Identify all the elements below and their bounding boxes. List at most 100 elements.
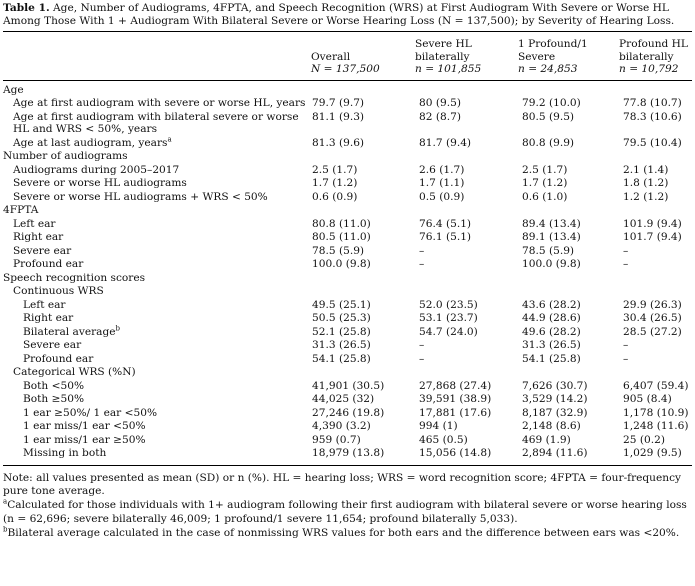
- row-label-text: Right ear: [23, 312, 74, 324]
- table-cell: 82 (8.7): [419, 110, 461, 123]
- table-cell: 8,187 (32.9): [522, 406, 588, 419]
- table-cell: 44.9 (28.6): [522, 312, 581, 324]
- table-cell: –: [419, 244, 425, 257]
- table-row: Speech recognition scores: [3, 271, 692, 285]
- row-label-text: Speech recognition scores: [3, 271, 146, 284]
- table-cell: 1,029 (9.5): [623, 447, 682, 459]
- table-cell: 3,529 (14.2): [522, 393, 588, 405]
- table-row: Age at first audiogram with bilateral se…: [3, 110, 692, 136]
- footnote-mark: b: [115, 323, 121, 332]
- row-label-text: Right ear: [13, 231, 64, 243]
- col-header-label: Severe HL: [415, 38, 472, 50]
- table-cell: 15,056 (14.8): [419, 447, 492, 459]
- row-label: Both <50%: [3, 379, 311, 393]
- table-cell: 81.1 (9.3): [312, 110, 365, 123]
- row-label-text: Age at last audiogram, years: [13, 136, 168, 149]
- table-cell: 1,248 (11.6): [623, 420, 689, 432]
- table-cell: [619, 366, 692, 380]
- table-cell: 2,894 (11.6): [522, 447, 588, 459]
- table-cell: 76.1 (5.1): [419, 231, 472, 243]
- table-cell: 41,901 (30.5): [312, 379, 385, 392]
- table-cell: 2.5 (1.7): [522, 163, 568, 176]
- footnote-mark: a: [3, 497, 8, 506]
- col-header-label-2: bilaterally: [619, 50, 674, 63]
- table-cell: –: [419, 339, 425, 351]
- row-label: Right ear: [3, 231, 311, 245]
- row-label: Profound ear: [3, 352, 311, 366]
- table-row: 1 ear miss/1 ear ≥50% 959 (0.7) 465 (0.5) 4…: [3, 433, 692, 447]
- row-label: Age: [3, 80, 311, 97]
- table-row: Right ear 50.5 (25.3) 53.1 (23.7) 44.9 (28.…: [3, 312, 692, 326]
- table-cell: 80.8 (9.9): [522, 136, 575, 149]
- table-cell: 959 (0.7): [312, 433, 361, 446]
- row-label: Missing in both: [3, 447, 311, 466]
- footnote-text: Bilateral average calculated in the case…: [7, 526, 680, 539]
- col-header-n: n = 24,853: [518, 63, 578, 75]
- table-cell: 0.6 (0.9): [312, 190, 358, 203]
- table-cell: 2.1 (1.4): [623, 163, 669, 176]
- table-row: Left ear 49.5 (25.1) 52.0 (23.5) 43.6 (28.2…: [3, 298, 692, 312]
- table-cell: 80.5 (11.0): [312, 231, 371, 243]
- table-row: Severe or worse HL audiograms + WRS < 50…: [3, 190, 692, 204]
- row-label-text: Both ≥50%: [23, 393, 85, 405]
- row-label-text: Continuous WRS: [13, 285, 104, 297]
- table-cell: [311, 80, 415, 97]
- row-label-text: Severe or worse HL audiograms + WRS < 50…: [13, 190, 268, 203]
- row-label: Severe or worse HL audiograms + WRS < 50…: [3, 190, 311, 204]
- table-row: 1 ear miss/1 ear <50% 4,390 (3.2) 994 (1) 2…: [3, 420, 692, 434]
- table-cell: 2.6 (1.7): [419, 163, 465, 176]
- table-cell: 52.1 (25.8): [312, 325, 371, 338]
- col-header-label: Profound HL: [619, 38, 688, 50]
- table-cell: [415, 366, 518, 380]
- table-cell: 80.5 (9.5): [522, 110, 575, 123]
- table-cell: 89.1 (13.4): [522, 231, 581, 243]
- table-cell: 89.4 (13.4): [522, 217, 581, 230]
- table-cell: 78.3 (10.6): [623, 110, 682, 123]
- row-label-text: Severe ear: [23, 339, 82, 351]
- row-label-text: Left ear: [13, 217, 56, 230]
- table-cell: 0.5 (0.9): [419, 190, 465, 203]
- table-cell: 25 (0.2): [623, 433, 665, 446]
- row-label: 1 ear ≥50%/ 1 ear <50%: [3, 406, 311, 420]
- col-header-overall: Overall N = 137,500: [311, 31, 415, 81]
- row-label-text: Bilateral average: [23, 325, 116, 338]
- table-cell: 0.6 (1.0): [522, 190, 568, 203]
- row-label-text: Age at first audiogram with bilateral se…: [13, 110, 299, 136]
- table-cell: 1.7 (1.2): [522, 177, 568, 189]
- table-cell: 79.2 (10.0): [522, 97, 581, 109]
- table-row: Age at first audiogram with severe or wo…: [3, 97, 692, 111]
- row-label-text: Audiograms during 2005–2017: [13, 163, 180, 176]
- row-label: Left ear: [3, 217, 311, 231]
- table-cell: 30.4 (26.5): [623, 312, 682, 324]
- col-header-n: n = 101,855: [415, 63, 482, 75]
- table-cell: [619, 271, 692, 285]
- row-label-text: Missing in both: [23, 447, 107, 459]
- table-cell: 2,148 (8.6): [522, 420, 581, 432]
- header-row: Overall N = 137,500 Severe HL bilaterall…: [3, 31, 692, 81]
- table-cell: 31.3 (26.5): [312, 339, 371, 351]
- table-cell: [518, 285, 619, 299]
- row-label: Severe or worse HL audiograms: [3, 177, 311, 191]
- table-row: Age: [3, 80, 692, 97]
- table-row: Both ≥50% 44,025 (32) 39,591 (38.9) 3,529 (…: [3, 393, 692, 407]
- table-cell: 78.5 (5.9): [522, 244, 575, 257]
- col-header-label-2: Severe: [518, 50, 556, 63]
- table-cell: 78.5 (5.9): [312, 244, 365, 257]
- table-row: Severe ear 78.5 (5.9) – 78.5 (5.9) –: [3, 244, 692, 258]
- row-label: Age at first audiogram with bilateral se…: [3, 110, 311, 136]
- note-a: aCalculated for those individuals with 1…: [3, 497, 692, 527]
- table-cell: [619, 204, 692, 218]
- table-cell: [518, 204, 619, 218]
- table-cell: [311, 271, 415, 285]
- row-label-text: Both <50%: [23, 379, 85, 392]
- row-label-text: 1 ear miss/1 ear <50%: [23, 420, 146, 432]
- table-cell: 1,178 (10.9): [623, 406, 689, 419]
- table-cell: 18,979 (13.8): [312, 447, 385, 459]
- table-cell: [518, 80, 619, 97]
- table-title: Age, Number of Audiograms, 4FPTA, and Sp…: [3, 2, 675, 27]
- table-cell: 31.3 (26.5): [522, 339, 581, 351]
- table-cell: [311, 285, 415, 299]
- footnote-mark: b: [3, 525, 8, 534]
- table-cell: 4,390 (3.2): [312, 420, 371, 432]
- row-label-text: Severe ear: [13, 244, 72, 257]
